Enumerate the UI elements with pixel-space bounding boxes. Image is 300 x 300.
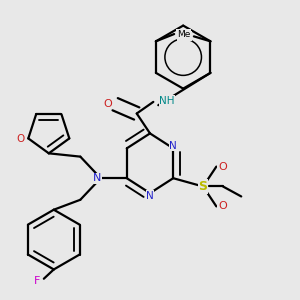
Text: O: O [103,98,112,109]
Text: Me: Me [178,31,191,40]
Text: N: N [93,173,101,183]
Text: F: F [34,276,40,286]
Text: Me: Me [177,29,190,38]
Text: N: N [146,191,154,201]
Text: NH: NH [159,96,175,106]
Text: S: S [199,180,208,193]
Text: N: N [169,141,177,151]
Text: O: O [17,134,25,144]
Text: O: O [218,162,227,172]
Text: O: O [218,201,227,212]
